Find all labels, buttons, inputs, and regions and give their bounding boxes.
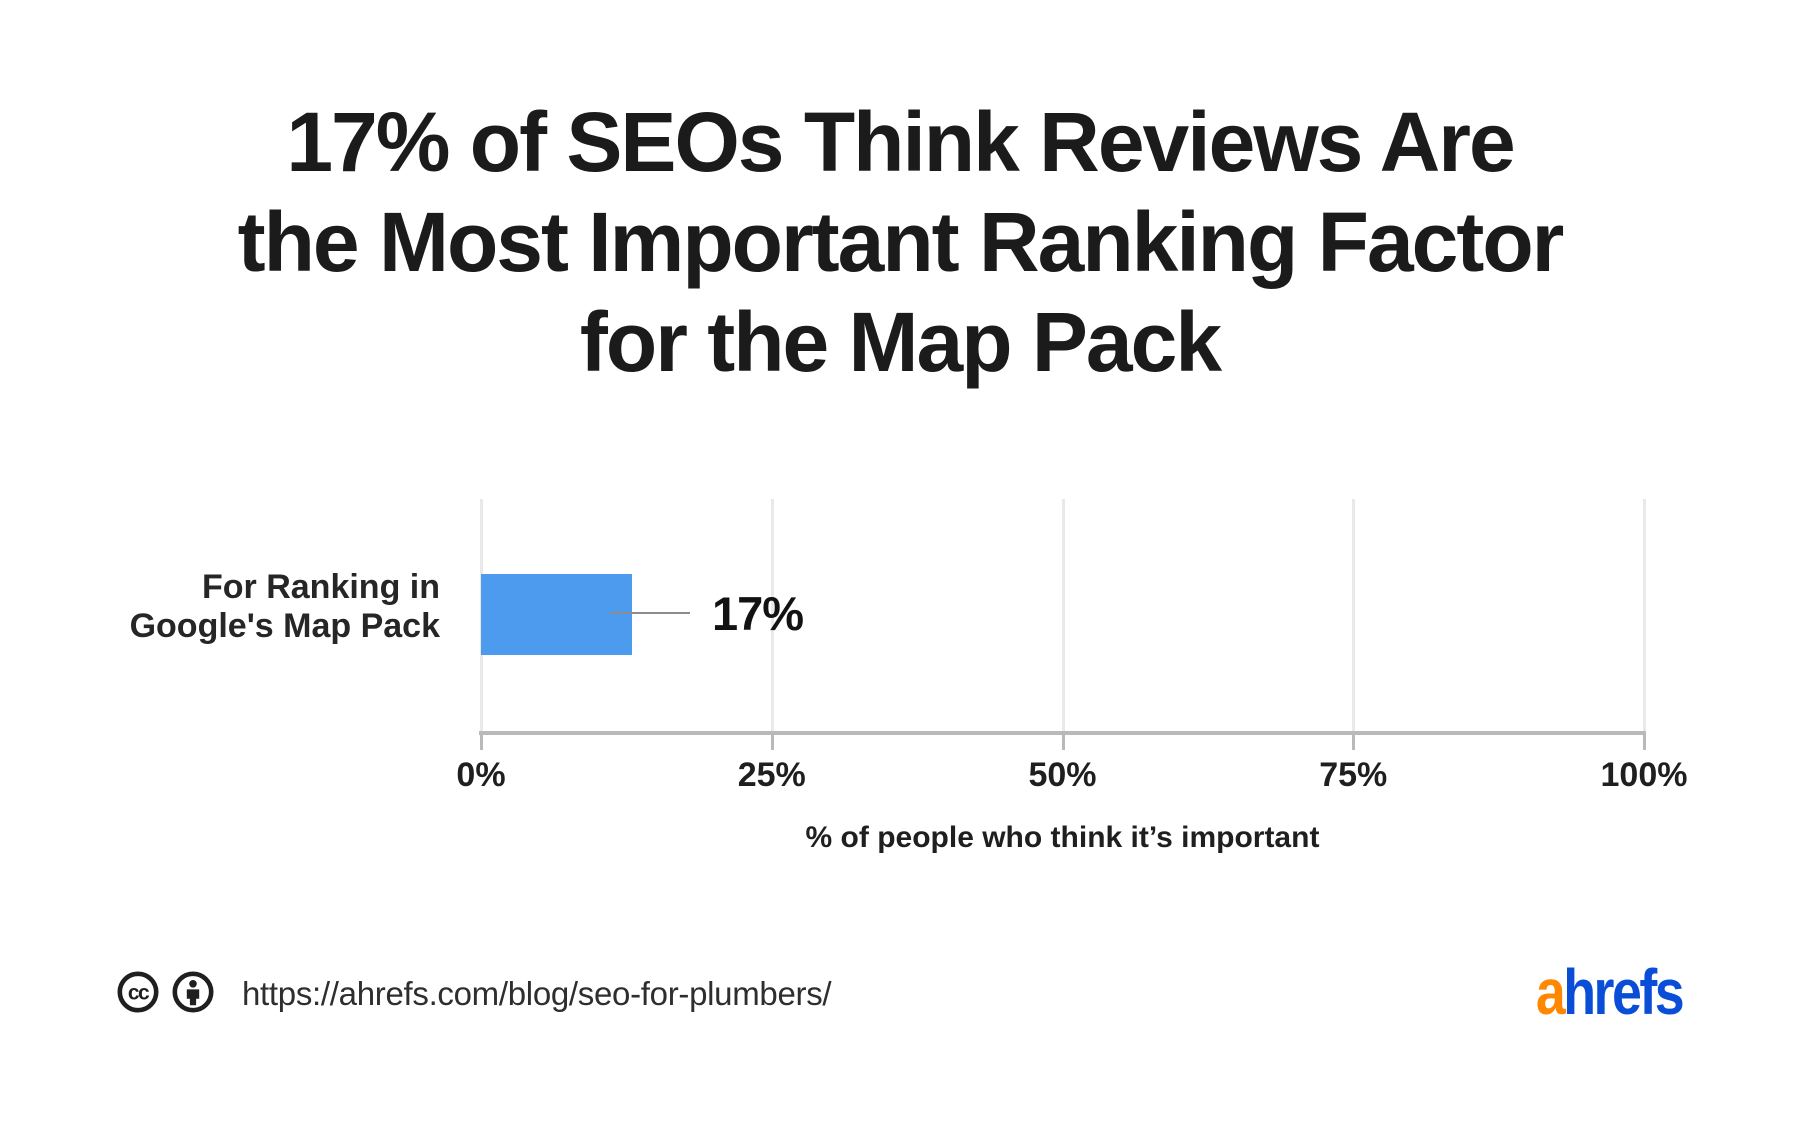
- chart-title-line-2: the Most Important Ranking Factor: [237, 195, 1565, 289]
- ahrefs-logo-a: a: [1535, 956, 1566, 1028]
- ahrefs-logo-hrefs: hrefs: [1563, 956, 1684, 1028]
- source-url: https://ahrefs.com/blog/seo-for-plumbers…: [242, 975, 832, 1012]
- tick-mark-25: [770, 733, 774, 750]
- tick-label-50: 50%: [1028, 756, 1097, 794]
- attribution-person-icon: [171, 970, 215, 1014]
- tick-mark-50: [1061, 733, 1065, 750]
- bar-value-label: 17%: [712, 587, 804, 640]
- chart-title: 17% of SEOs Think Reviews Are the Most I…: [0, 92, 1800, 392]
- category-label-line-1: For Ranking in: [202, 568, 440, 606]
- tick-label-25: 25%: [737, 756, 806, 794]
- bar: [481, 574, 633, 655]
- tick-label-100: 100%: [1600, 756, 1688, 794]
- category-label-line-2: Google's Map Pack: [129, 607, 440, 645]
- tick-mark-0: [480, 733, 483, 750]
- tick-mark-75: [1352, 733, 1356, 750]
- value-leader-line: [610, 612, 690, 614]
- tick-label-0: 0%: [456, 756, 506, 794]
- x-axis-ticks: [480, 733, 1646, 753]
- x-axis-title: % of people who think it’s important: [805, 821, 1320, 854]
- plot-area: [480, 499, 1646, 733]
- tick-label-75: 75%: [1319, 756, 1388, 794]
- chart-title-line-3: for the Map Pack: [579, 295, 1222, 389]
- x-axis-tick-labels: 0% 25% 50% 75% 100%: [456, 756, 1687, 800]
- gridline-25: [770, 499, 774, 733]
- tick-mark-100: [1643, 733, 1646, 750]
- license-badges: cc: [116, 970, 215, 1014]
- chart-title-line-1: 17% of SEOs Think Reviews Are: [286, 95, 1515, 189]
- creative-commons-icon: cc: [116, 970, 160, 1014]
- category-label: For Ranking in Google's Map Pack: [130, 568, 440, 646]
- gridline-100: [1643, 499, 1646, 733]
- ahrefs-logo: ahrefs: [1536, 960, 1685, 1024]
- gridline-50: [1061, 499, 1065, 733]
- gridline-75: [1352, 499, 1356, 733]
- svg-text:cc: cc: [128, 982, 150, 1005]
